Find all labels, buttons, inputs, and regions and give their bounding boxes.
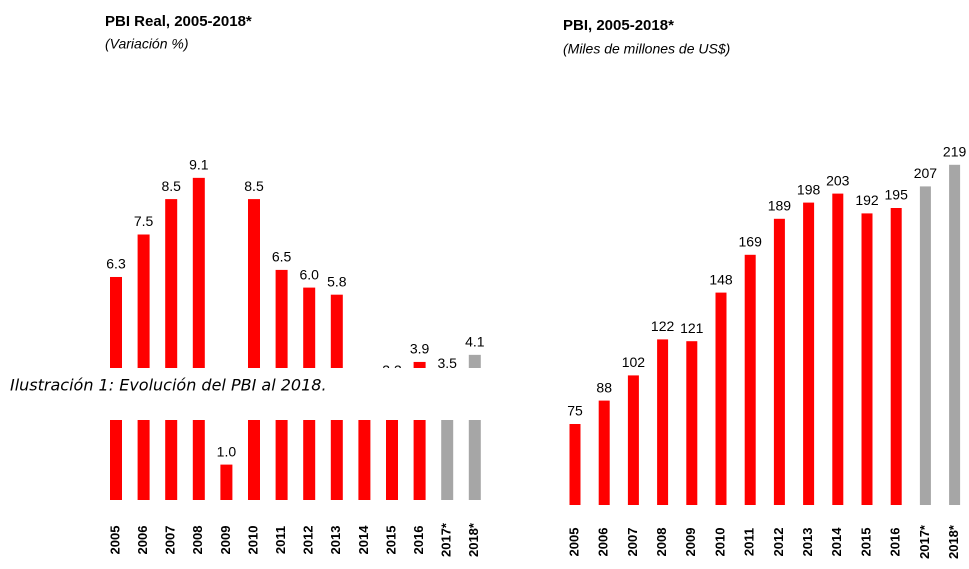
x-tick-label: 2016	[411, 526, 426, 555]
bar	[949, 164, 961, 506]
value-label: 7.5	[134, 213, 154, 229]
value-label: 122	[651, 318, 675, 334]
bar	[686, 341, 698, 505]
value-label: 4.1	[465, 334, 485, 350]
x-tick-label: 2008	[654, 528, 669, 557]
x-tick-label: 2011	[742, 528, 757, 556]
x-tick-label: 2016	[888, 528, 903, 557]
x-tick-label: 2007	[163, 526, 178, 555]
bar	[192, 177, 205, 501]
value-label: 8.5	[161, 178, 181, 194]
bar	[773, 218, 785, 506]
bar	[358, 415, 371, 500]
bar	[890, 208, 902, 505]
value-label: 3.5	[437, 355, 457, 371]
x-tick-label: 2018*	[466, 522, 481, 557]
x-tick-label: 2018*	[946, 524, 961, 559]
value-label: 189	[768, 198, 792, 214]
value-label: 169	[739, 234, 763, 250]
bar	[598, 400, 610, 505]
x-tick-label: 2006	[596, 528, 611, 557]
x-tick-label: 2009	[218, 526, 233, 555]
bar	[569, 424, 581, 505]
caption: Ilustración 1: Evolución del PBI al 2018…	[10, 376, 327, 395]
value-label: 75	[567, 403, 583, 419]
x-tick-label: 2010	[712, 528, 727, 557]
bar	[627, 375, 639, 505]
value-label: 1.0	[217, 443, 237, 459]
bar	[744, 254, 756, 505]
bar	[861, 213, 873, 505]
value-label: 6.3	[106, 256, 126, 272]
x-tick-label: 2015	[858, 528, 873, 557]
value-label: 88	[596, 379, 612, 395]
value-label: 3.9	[410, 341, 430, 357]
bar	[657, 339, 669, 505]
x-tick-label: 2007	[625, 528, 640, 557]
value-label: 6.5	[272, 249, 292, 265]
value-label: 207	[914, 165, 938, 181]
chart-subtitle: (Variación %)	[105, 36, 189, 52]
x-tick-label: 2017*	[439, 522, 454, 557]
value-label: 102	[622, 354, 646, 370]
x-tick-label: 2014	[356, 525, 371, 555]
value-label: 203	[826, 172, 850, 188]
value-label: 8.5	[244, 178, 264, 194]
value-label: 219	[943, 144, 967, 160]
x-tick-label: 2014	[829, 527, 844, 557]
value-label: 5.8	[327, 273, 347, 289]
value-label: 195	[885, 187, 909, 203]
value-label: 121	[680, 320, 704, 336]
caption-background	[0, 368, 558, 420]
bar	[715, 292, 727, 505]
bar	[832, 193, 844, 505]
x-tick-label: 2005	[107, 526, 122, 555]
x-tick-label: 2005	[566, 528, 581, 557]
charts: PBI Real, 2005-2018* (Variación %) 6.3 2005…	[105, 13, 966, 559]
value-label: 6.0	[299, 266, 319, 282]
chart-title: PBI, 2005-2018*	[563, 17, 674, 34]
x-tick-label: 2011	[273, 526, 288, 554]
bar	[248, 199, 260, 500]
x-tick-label: 2013	[328, 526, 343, 555]
x-tick-label: 2013	[800, 528, 815, 557]
bar	[803, 202, 815, 505]
x-tick-label: 2009	[683, 528, 698, 557]
chart-subtitle: (Miles de millones de US$)	[563, 41, 730, 57]
x-tick-label: 2008	[190, 526, 205, 555]
value-label: 9.1	[189, 157, 209, 173]
x-tick-label: 2012	[771, 528, 786, 557]
bar	[165, 199, 178, 500]
value-label: 192	[855, 192, 879, 208]
x-tick-label: 2010	[245, 526, 260, 555]
x-tick-label: 2012	[301, 526, 316, 555]
value-label: 148	[709, 271, 733, 287]
x-tick-label: 2006	[135, 526, 150, 555]
bar	[137, 234, 150, 500]
chart-title: PBI Real, 2005-2018*	[105, 13, 252, 30]
bar	[220, 464, 233, 500]
value-label: 198	[797, 181, 821, 197]
x-tick-label: 2017*	[917, 524, 932, 559]
bar	[919, 186, 931, 505]
x-tick-label: 2015	[383, 526, 398, 555]
